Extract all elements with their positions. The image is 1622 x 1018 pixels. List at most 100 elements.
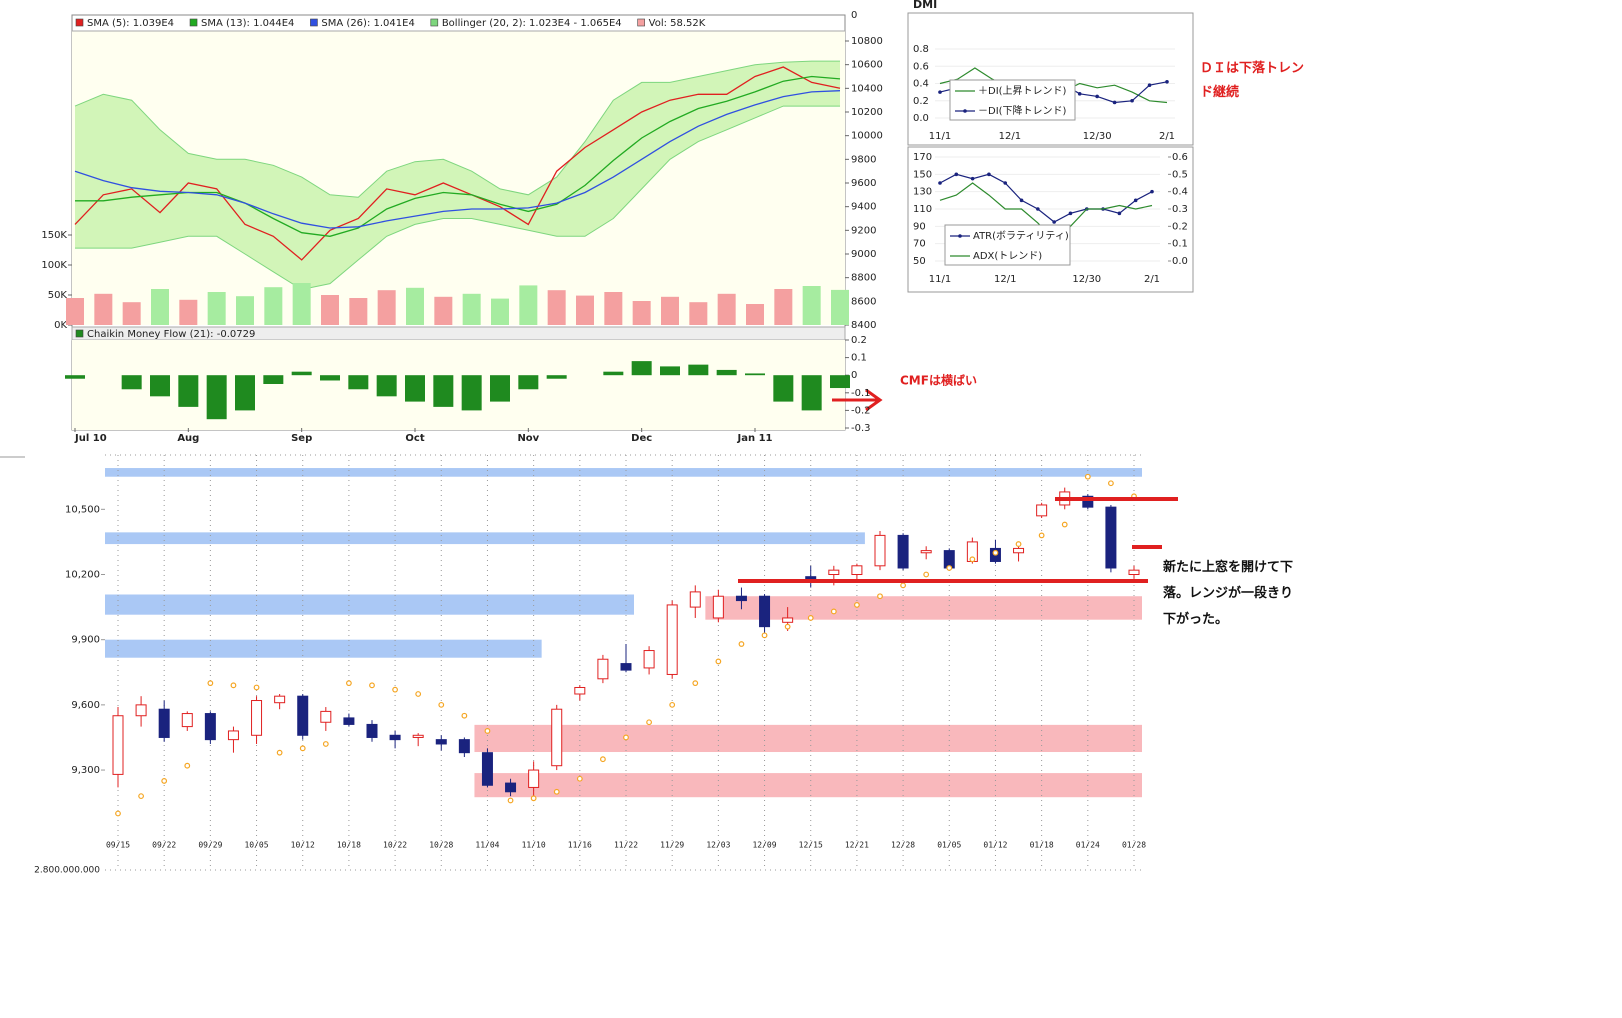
candle-body <box>1013 547 1025 554</box>
sar-dot <box>807 615 814 621</box>
y-tick-label: 9600 <box>851 178 876 189</box>
y-tick-label: 110 <box>913 204 932 215</box>
sar-dot <box>230 682 237 689</box>
y-tick-label: 10400 <box>851 83 883 94</box>
annotation: ＤＩは下落トレンド継続 <box>1200 61 1305 100</box>
zone <box>705 596 1142 620</box>
y-tick-label: 9200 <box>851 225 876 236</box>
sar-dot <box>576 775 583 782</box>
marker <box>1019 198 1024 203</box>
sar-dot <box>738 641 745 647</box>
sar-dot <box>507 797 514 804</box>
candle-body <box>620 663 632 671</box>
candle-body <box>528 769 540 788</box>
x-tick-label: 01/24 <box>1076 841 1100 850</box>
candle-body <box>920 550 932 554</box>
band-fill <box>75 61 840 290</box>
cmf-panel <box>72 340 845 430</box>
x-tick-label: 09/29 <box>198 841 222 850</box>
bar <box>801 375 822 411</box>
x-tick-label: Dec <box>631 433 652 444</box>
x-tick-label: 11/22 <box>614 841 638 850</box>
candle-body <box>458 739 470 754</box>
y2-tick-label: 0.4 <box>1172 187 1188 198</box>
sar-dot <box>992 549 999 556</box>
bar <box>320 375 340 381</box>
y-tick-label: 0.1 <box>851 353 867 364</box>
x-tick-label: Nov <box>517 433 539 444</box>
y2-tick-label: 150K <box>41 230 67 241</box>
bar <box>461 375 482 411</box>
volume-bar <box>434 296 453 325</box>
volume-bar <box>94 293 113 325</box>
bar <box>235 375 255 411</box>
marker <box>1165 79 1169 84</box>
x-tick-label: 12/28 <box>891 841 915 850</box>
marker <box>1036 207 1040 211</box>
x-tick-label: 12/15 <box>799 841 823 850</box>
zone <box>105 639 542 658</box>
candle-body <box>1082 495 1094 508</box>
y-tick-label: 0.2 <box>851 335 867 346</box>
volume-bar <box>576 295 594 325</box>
candle-body <box>158 708 170 738</box>
candle-body <box>828 569 840 576</box>
y-tick-label: 150 <box>913 169 932 180</box>
legend-label: ADX(トレンド) <box>973 251 1042 262</box>
x-tick-label: 10/05 <box>244 841 268 850</box>
volume-bar <box>746 304 764 325</box>
y-tick-label: 0 <box>851 10 857 21</box>
candle-body <box>551 708 563 767</box>
y-tick-label: 8800 <box>851 273 876 284</box>
dmi-frame <box>907 12 1194 146</box>
x-tick-label: 12/30 <box>1072 274 1101 285</box>
line <box>74 90 841 229</box>
legend-label: ATR(ボラティリティ) <box>973 230 1069 242</box>
sar-dot <box>623 734 629 741</box>
x-tick-label: 12/09 <box>752 841 776 850</box>
sar-dot <box>161 778 168 784</box>
volume-bar <box>661 296 679 325</box>
y-tick-label: 0.8 <box>913 44 929 55</box>
marker <box>1147 83 1152 88</box>
y2-tick-label: 0K <box>54 320 67 331</box>
candle-body <box>1105 506 1117 569</box>
candle-body <box>597 658 609 680</box>
y-tick-label: 10,200 <box>65 570 100 581</box>
legend-swatch <box>637 18 645 27</box>
sar-dot <box>669 701 676 708</box>
x-tick-label: 10/12 <box>291 841 315 850</box>
y2-tick-label: 0.5 <box>1172 169 1188 180</box>
y-tick-label: 10200 <box>851 107 883 118</box>
legend-label: SMA (26): 1.041E4 <box>321 18 414 29</box>
sar-dot <box>877 593 883 600</box>
candle-body <box>759 595 771 628</box>
x-tick-label: Jan 11 <box>737 433 773 444</box>
candle-body <box>874 534 886 567</box>
legend-swatch <box>75 18 84 27</box>
volume-bar <box>689 302 708 325</box>
candle-body <box>366 723 378 738</box>
volume-bar <box>462 293 481 325</box>
marker <box>1077 92 1082 96</box>
zone <box>105 594 634 615</box>
sar-dot <box>530 795 537 802</box>
candle-body <box>666 604 678 675</box>
candle-body <box>251 700 263 736</box>
marker <box>1052 220 1056 224</box>
candle-body <box>1036 504 1048 517</box>
volume-bar <box>717 293 736 325</box>
candle-body <box>481 752 493 786</box>
arrow <box>832 388 883 412</box>
y-tick-label: 0.6 <box>913 61 929 72</box>
annotation: CMFは横ばい <box>900 373 977 388</box>
sar-dot <box>854 602 860 608</box>
legend-label: ＋DI(上昇トレンド) <box>978 85 1067 97</box>
x-tick-label: 12/1 <box>999 131 1021 142</box>
volume-bar <box>802 286 821 325</box>
volume-bar <box>236 296 254 325</box>
candle-body <box>112 715 124 775</box>
bar <box>376 375 397 397</box>
bar <box>121 375 142 390</box>
candle-body <box>435 739 447 745</box>
